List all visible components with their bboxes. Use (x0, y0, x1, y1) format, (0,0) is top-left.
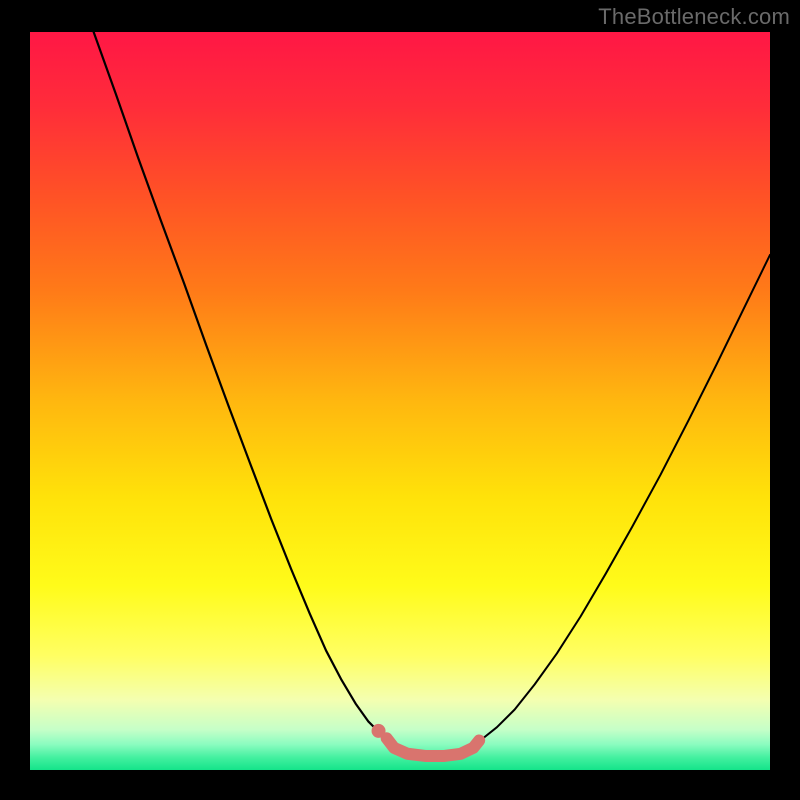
valley-start-dot (372, 724, 386, 738)
chart-plot-area (30, 32, 770, 770)
chart-frame: TheBottleneck.com (0, 0, 800, 800)
watermark-label: TheBottleneck.com (598, 4, 790, 30)
gradient-background (30, 32, 770, 770)
chart-svg (30, 32, 770, 770)
